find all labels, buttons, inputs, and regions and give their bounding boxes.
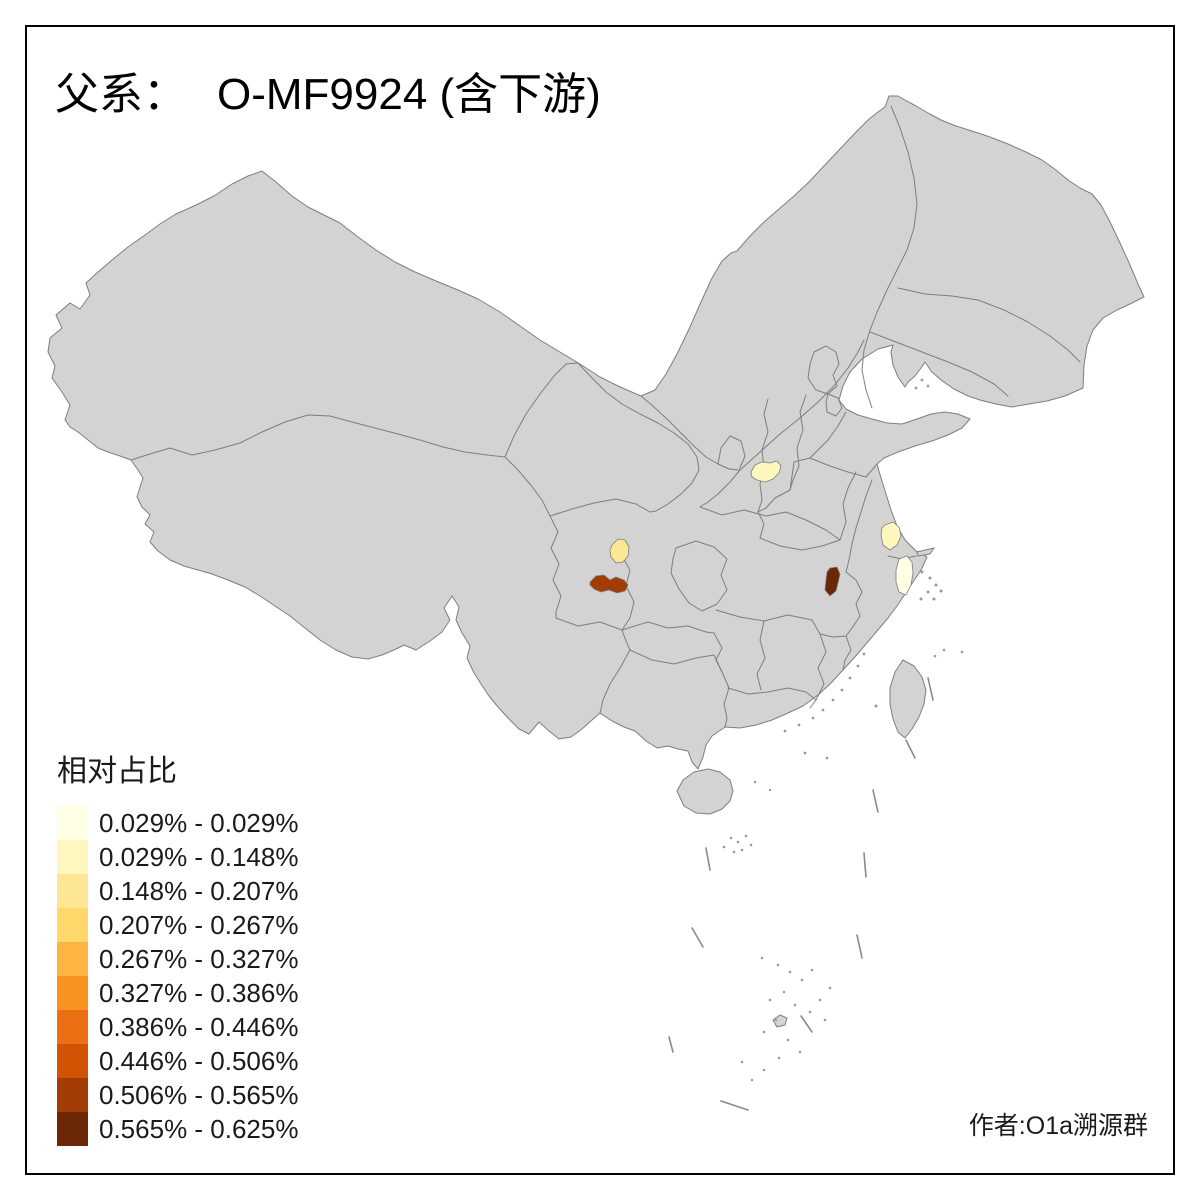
legend-row: 0.267% - 0.327% — [57, 942, 298, 976]
legend-title: 相对占比 — [57, 755, 177, 788]
region-jiangsu — [880, 521, 902, 551]
legend-swatch — [57, 1112, 88, 1146]
legend: 相对占比 0.029% - 0.029% 0.029% - 0.148% 0.1… — [57, 746, 298, 1146]
legend-label: 0.327% - 0.386% — [99, 977, 299, 1008]
legend-swatch — [57, 908, 88, 942]
region-sichuan-south — [589, 574, 629, 594]
legend-label: 0.565% - 0.625% — [99, 1113, 299, 1144]
spratly-large-islet — [772, 1014, 788, 1028]
legend-label: 0.446% - 0.506% — [99, 1045, 299, 1076]
highlighted-regions — [589, 460, 914, 597]
plot-frame — [25, 25, 1175, 1175]
legend-row: 0.386% - 0.446% — [57, 1010, 298, 1044]
legend-row: 0.565% - 0.625% — [57, 1112, 298, 1146]
legend-row: 0.207% - 0.267% — [57, 908, 298, 942]
map-title-prefix: 父系： — [55, 70, 187, 119]
map-title: 父系： O-MF9924 (含下游) — [55, 58, 601, 122]
legend-label: 0.148% - 0.207% — [99, 875, 299, 906]
legend-row: 0.506% - 0.565% — [57, 1078, 298, 1112]
legend-label: 0.029% - 0.029% — [99, 807, 299, 838]
nine-dash-line — [668, 677, 934, 1111]
legend-swatch — [57, 806, 88, 840]
legend-label: 0.506% - 0.565% — [99, 1079, 299, 1110]
legend-swatch — [57, 874, 88, 908]
legend-swatch — [57, 942, 88, 976]
map-title-main: O-MF9924 (含下游) — [217, 70, 601, 119]
legend-row: 0.446% - 0.506% — [57, 1044, 298, 1078]
legend-label: 0.207% - 0.267% — [99, 909, 299, 940]
region-anhui — [824, 566, 841, 597]
legend-swatch — [57, 1010, 88, 1044]
legend-swatch — [57, 1044, 88, 1078]
author-credit: 作者:O1a溯源群 — [968, 1112, 1148, 1140]
legend-label: 0.386% - 0.446% — [99, 1011, 299, 1042]
region-sichuan-north — [609, 538, 630, 564]
legend-row: 0.029% - 0.148% — [57, 840, 298, 874]
legend-label: 0.267% - 0.327% — [99, 943, 299, 974]
taiwan-island — [889, 659, 927, 739]
small-islands — [722, 378, 964, 1082]
region-zhejiang — [895, 555, 914, 596]
chongming-island — [916, 547, 935, 557]
legend-row: 0.029% - 0.029% — [57, 806, 298, 840]
legend-label: 0.029% - 0.148% — [99, 841, 299, 872]
legend-row: 0.148% - 0.207% — [57, 874, 298, 908]
legend-swatch — [57, 840, 88, 874]
legend-row: 0.327% - 0.386% — [57, 976, 298, 1010]
legend-swatch — [57, 1078, 88, 1112]
mainland-outline — [47, 95, 1145, 770]
region-henan — [750, 460, 782, 483]
legend-swatch — [57, 976, 88, 1010]
hainan-island — [676, 768, 734, 815]
province-borders — [130, 105, 1081, 728]
